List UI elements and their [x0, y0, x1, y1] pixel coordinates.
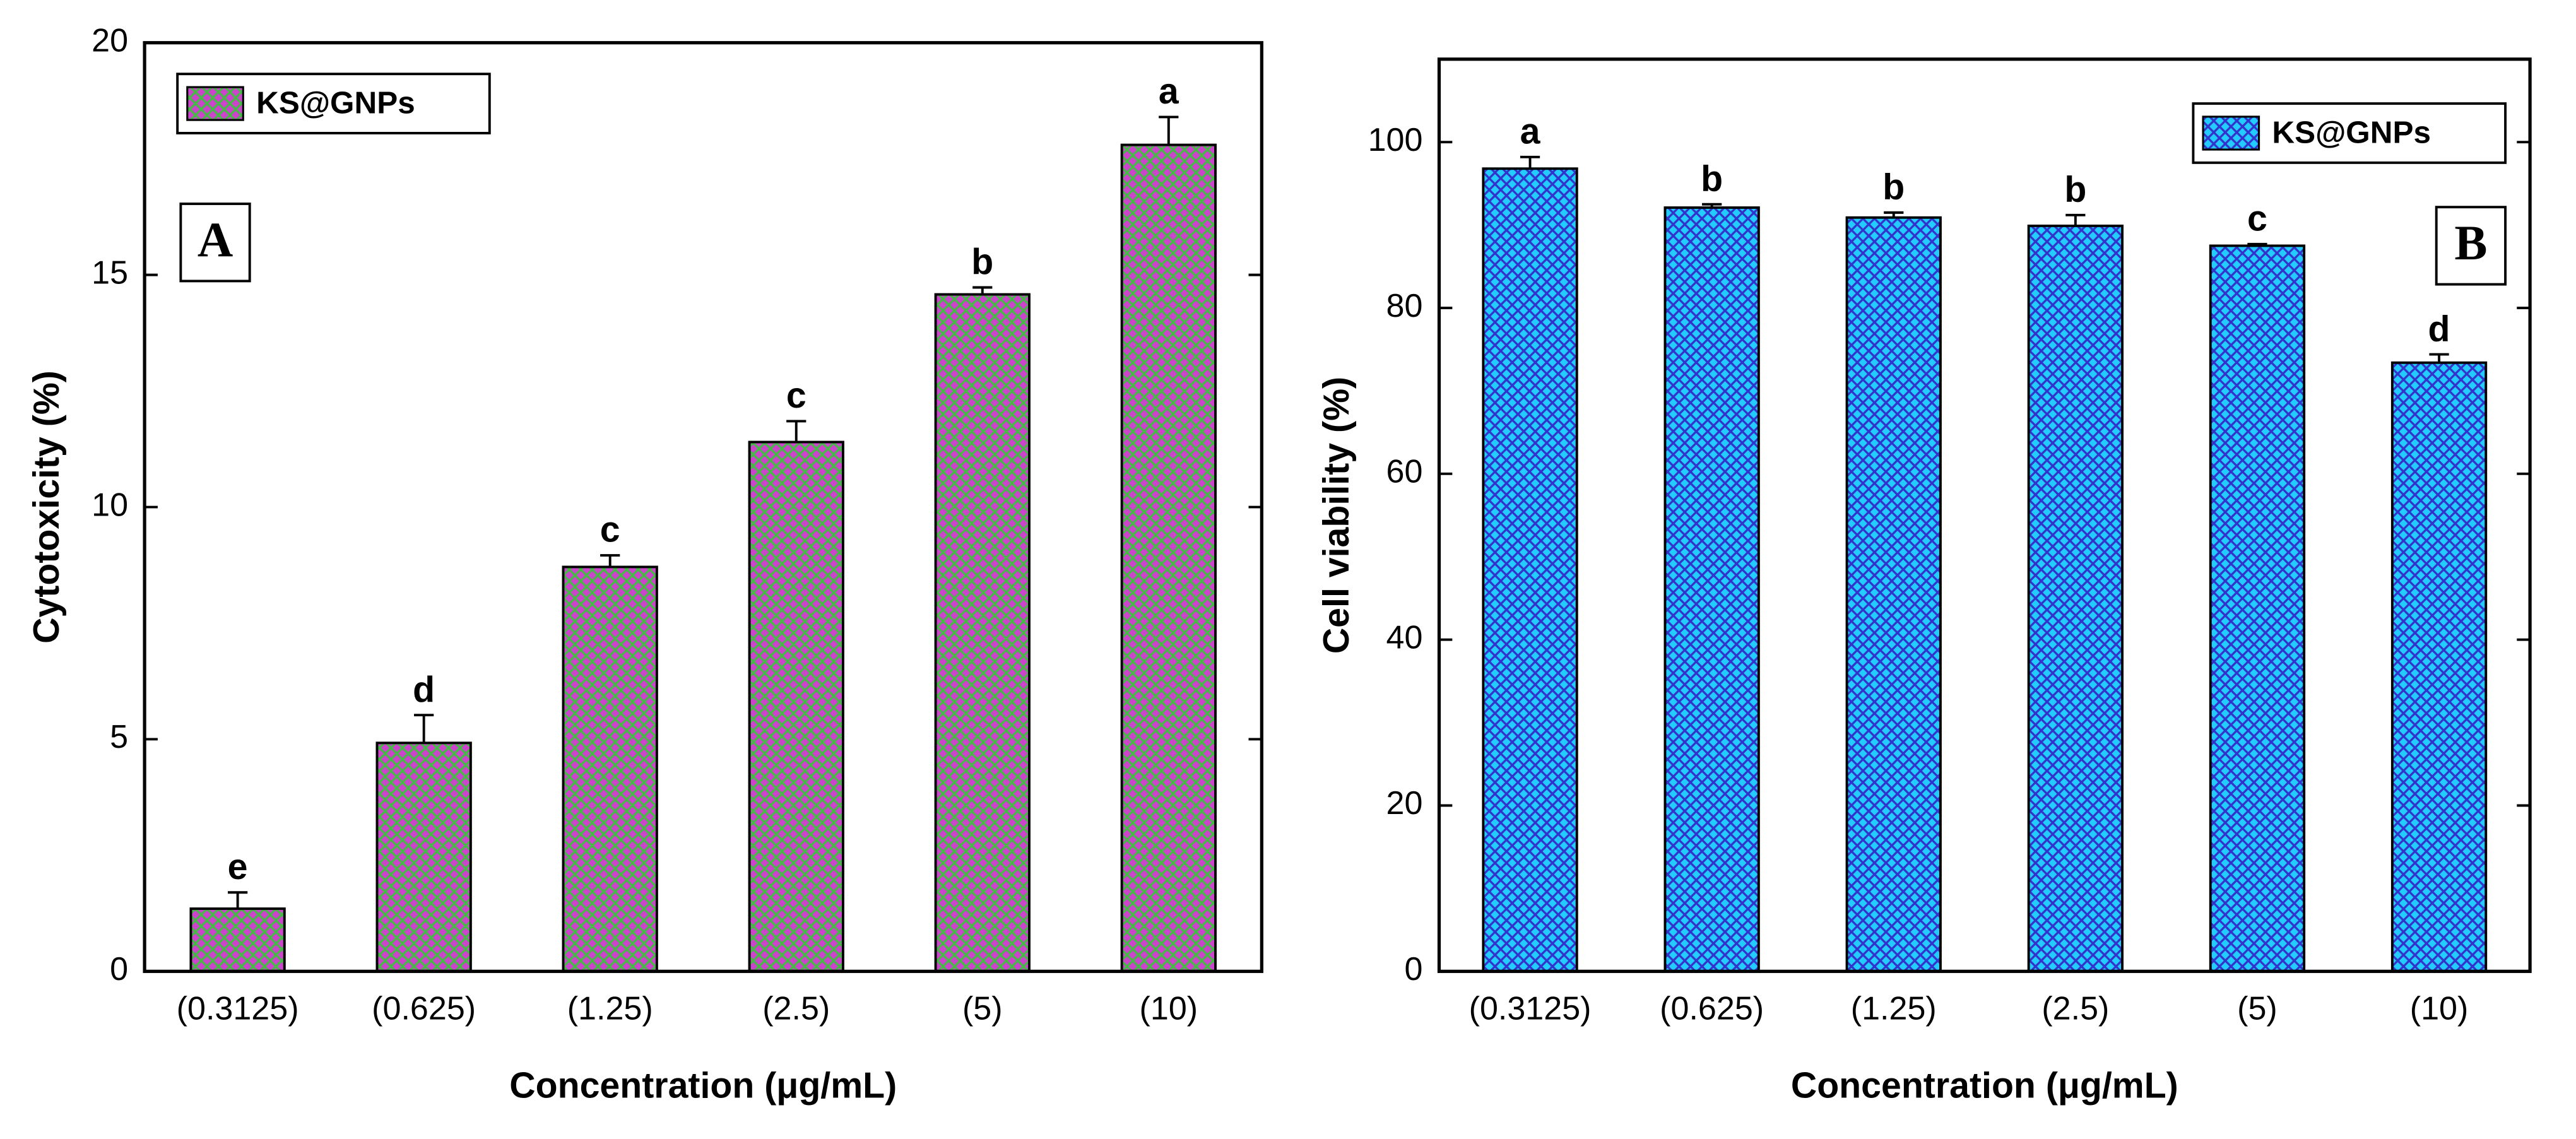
y-tick-label: 10	[92, 487, 128, 523]
annotation: b	[1882, 167, 1905, 208]
error-bar	[227, 891, 248, 909]
y-tick-label: 0	[1405, 951, 1423, 988]
y-tick-label: 60	[1386, 454, 1423, 490]
bar	[189, 907, 286, 973]
error-bar	[972, 286, 993, 295]
error-bar	[1884, 211, 1904, 218]
x-axis-label: Concentration (μg/mL)	[509, 1065, 897, 1106]
annotation: a	[1159, 71, 1179, 112]
y-tick-label: 20	[92, 22, 128, 59]
legend-label: KS@GNPs	[256, 86, 415, 121]
bar	[1845, 216, 1942, 973]
annotation: d	[413, 670, 435, 710]
annotation: d	[2428, 309, 2450, 349]
x-tick-label: (0.3125)	[177, 991, 299, 1027]
plot-frame	[1437, 57, 2532, 973]
error-bar	[786, 420, 806, 442]
plot-frame	[143, 41, 1263, 973]
bar	[934, 293, 1031, 973]
bar	[375, 741, 472, 973]
x-tick-label: (0.3125)	[1469, 991, 1592, 1027]
x-tick-label: (5)	[2237, 991, 2278, 1027]
annotation: b	[1701, 158, 1723, 199]
y-tick-label: 100	[1368, 122, 1423, 158]
x-tick-label: (0.625)	[372, 991, 476, 1027]
x-tick-label: (0.625)	[1660, 991, 1764, 1027]
error-bar	[600, 554, 620, 567]
annotation: c	[2247, 198, 2267, 239]
panel-label: B	[2454, 215, 2487, 270]
annotation: b	[2064, 169, 2086, 210]
bar	[1120, 143, 1217, 973]
annotation: e	[228, 847, 248, 887]
x-tick-label: (10)	[1140, 991, 1198, 1027]
annotation: c	[600, 510, 620, 550]
y-axis-label: Cell viability (%)	[1316, 377, 1357, 654]
x-tick-label: (10)	[2410, 991, 2469, 1027]
y-tick-label: 80	[1386, 288, 1423, 324]
y-tick-label: 20	[1386, 785, 1423, 822]
error-bar	[2247, 242, 2267, 246]
x-tick-label: (1.25)	[1851, 991, 1937, 1027]
error-bar	[1520, 155, 1540, 169]
error-bar	[414, 714, 434, 743]
bar	[2390, 361, 2488, 973]
x-tick-label: (1.25)	[567, 991, 653, 1027]
x-tick-label: (5)	[962, 991, 1003, 1027]
bar	[748, 440, 844, 973]
x-axis-label: Concentration (μg/mL)	[1791, 1065, 2178, 1106]
x-tick-label: (2.5)	[2041, 991, 2109, 1027]
legend-label: KS@GNPs	[2272, 115, 2431, 150]
panel-label-box	[179, 203, 251, 283]
legend-swatch	[186, 86, 244, 121]
bar	[1663, 206, 1760, 973]
annotation: a	[1520, 111, 1541, 151]
panel-label: A	[198, 212, 233, 267]
error-bar	[1159, 115, 1179, 145]
y-tick-label: 15	[92, 254, 128, 291]
annotation: b	[971, 242, 993, 282]
x-tick-label: (2.5)	[762, 991, 830, 1027]
error-bar	[2429, 353, 2449, 363]
bar	[562, 565, 658, 973]
bar	[1482, 167, 1578, 973]
annotation: c	[786, 375, 806, 416]
panel-label-box	[2435, 206, 2507, 286]
y-axis-label: Cytotoxicity (%)	[27, 370, 67, 644]
y-tick-label: 5	[110, 719, 128, 755]
bar	[2209, 244, 2306, 973]
legend-swatch	[2202, 115, 2260, 151]
error-bar	[1702, 203, 1722, 208]
y-tick-label: 0	[110, 951, 128, 988]
error-bar	[2065, 213, 2086, 226]
y-tick-label: 40	[1386, 619, 1423, 656]
bar	[2027, 224, 2124, 973]
